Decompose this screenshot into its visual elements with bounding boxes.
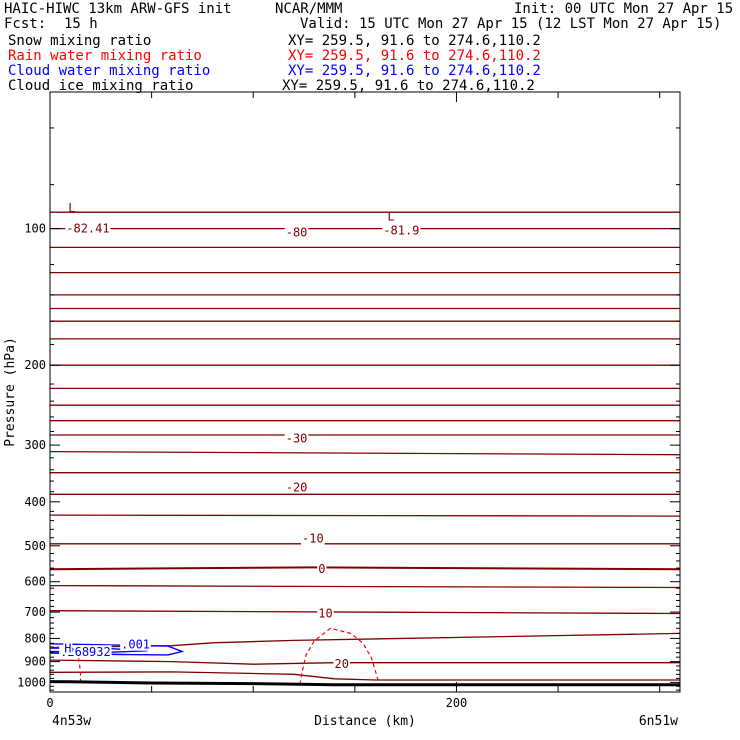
terrain-line: [50, 680, 680, 687]
isotherm-line: [50, 610, 680, 615]
field-name-rain: Rain water mixing ratio: [8, 48, 202, 64]
cloud-water-label: H: [64, 642, 71, 656]
contour-label-bg: [65, 221, 111, 235]
contour-label-bg: [333, 656, 350, 670]
cloud-water-label: .001: [121, 638, 150, 652]
contour-label: -81.9: [383, 224, 419, 238]
plot-area: -80 -30 -20 -10 0 10 20 -82.41 -81.9 .001 .268932H…: [50, 201, 680, 687]
contour-label-bg: [317, 562, 327, 576]
x-tick-label: 0: [46, 696, 53, 710]
isotherm-line: [50, 671, 680, 681]
x-tick-label: 200: [446, 696, 468, 710]
contour-label: 10: [318, 606, 332, 620]
y-tick-label: 800: [24, 631, 46, 645]
y-tick-label: 300: [24, 438, 46, 452]
field-xy-snow: XY= 259.5, 91.6 to 274.6,110.2: [288, 33, 541, 49]
cloud-water-label-bg: [120, 637, 151, 651]
x-endpoint-left: 4n53w: [52, 714, 91, 729]
field-xy-cloud-ice: XY= 259.5, 91.6 to 274.6,110.2: [282, 78, 535, 94]
contour-label-bg: [284, 431, 309, 445]
y-tick-label: 100: [24, 222, 46, 236]
contour-label-bg: [382, 223, 421, 237]
contour-label-bg: [301, 531, 325, 545]
y-tick-label: 900: [24, 655, 46, 669]
isotherm-line: [50, 450, 680, 456]
y-tick-label: 1000: [17, 675, 46, 689]
isotherm-line: [50, 566, 680, 571]
isotherm-line: [50, 584, 680, 589]
model-title: HAIC-HIWC 13km ARW-GFS init: [4, 1, 232, 17]
forecast-hour: 15 h: [64, 16, 98, 32]
contour-label: -80: [286, 226, 308, 240]
field-name-cloud-ice: Cloud ice mixing ratio: [8, 78, 194, 94]
contour-label: -30: [286, 431, 308, 445]
contour-label-bg: [317, 606, 334, 620]
y-tick-label: 400: [24, 495, 46, 509]
org-label: NCAR/MMM: [275, 1, 343, 17]
field-xy-cloud-water: XY= 259.5, 91.6 to 274.6,110.2: [288, 63, 541, 79]
isotherm-line: [50, 659, 680, 665]
contour-label: 0: [318, 562, 325, 576]
low-marker: L: [387, 209, 394, 223]
contour-label-bg: [284, 480, 309, 494]
cloud-water-label: .268932: [60, 645, 111, 659]
field-name-snow: Snow mixing ratio: [8, 33, 152, 49]
low-marker: L: [68, 201, 75, 215]
rain-contour: [299, 627, 380, 685]
field-xy-rain: XY= 259.5, 91.6 to 274.6,110.2: [288, 48, 541, 64]
forecast-label: Fcst:: [4, 16, 47, 32]
contour-label: -20: [286, 481, 308, 495]
y-tick-label: 600: [24, 575, 46, 589]
valid-time: Valid: 15 UTC Mon 27 Apr 15 (12 LST Mon …: [300, 16, 722, 32]
cloud-water-label-bg: [63, 641, 73, 655]
contour-label: 20: [335, 657, 349, 671]
y-axis-label: Pressure (hPa): [3, 337, 18, 447]
y-tick-label: 200: [24, 358, 46, 372]
x-axis-label: Distance (km): [314, 714, 416, 729]
init-time: Init: 00 UTC Mon 27 Apr 15: [514, 1, 734, 17]
y-tick-label: 700: [24, 605, 46, 619]
contour-label-bg: [284, 225, 309, 239]
y-tick-label: 500: [24, 539, 46, 553]
contour-label: -10: [302, 532, 324, 546]
field-name-cloud-water: Cloud water mixing ratio: [8, 63, 211, 79]
contour-label: -82.41: [66, 222, 109, 236]
x-endpoint-right: 6n51w: [639, 714, 678, 729]
isotherm-line: [50, 514, 680, 517]
plot-frame: [49, 91, 681, 693]
